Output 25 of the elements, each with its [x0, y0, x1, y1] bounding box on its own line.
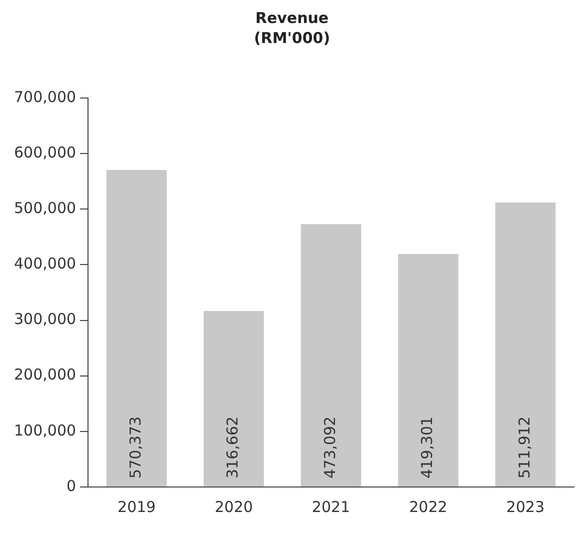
bar [300, 224, 362, 486]
x-tick-label: 2019 [118, 498, 156, 516]
y-tick-label: 600,000 [14, 143, 76, 162]
y-tick-label: 200,000 [14, 366, 76, 384]
y-tick-label: 700,000 [14, 88, 76, 106]
data-label: 419,301 [418, 416, 436, 478]
y-tick-label: 400,000 [14, 254, 76, 273]
y-tick-label: 300,000 [14, 310, 76, 328]
x-tick-label: 2022 [409, 498, 448, 516]
data-label: 570,373 [126, 416, 145, 478]
bar [495, 202, 556, 486]
x-tick-label: 2020 [214, 498, 253, 516]
chart-subtitle: (RM'000) [254, 28, 330, 47]
y-tick-label: 500,000 [14, 199, 76, 218]
data-label: 511,912 [515, 416, 534, 478]
bar [398, 254, 458, 486]
x-tick-label: 2023 [506, 498, 544, 516]
y-tick-label: 100,000 [14, 421, 76, 440]
bar [204, 311, 264, 486]
x-tick-label: 2021 [312, 498, 350, 516]
data-label: 316,662 [224, 416, 242, 478]
bar [106, 170, 167, 486]
data-label: 473,092 [320, 416, 339, 478]
chart-title: Revenue [255, 8, 329, 27]
y-tick-label: 0 [66, 476, 76, 495]
